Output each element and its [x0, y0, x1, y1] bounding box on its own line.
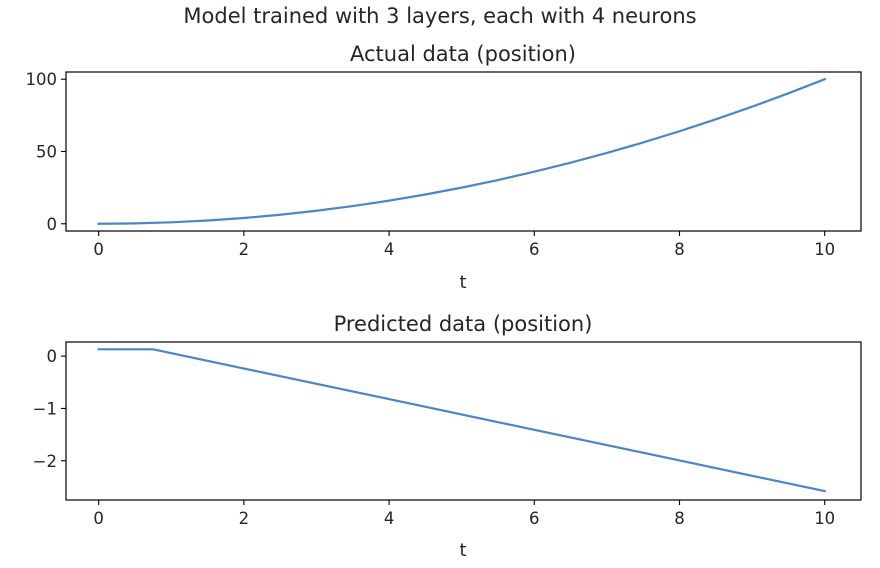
- figure-suptitle: Model trained with 3 layers, each with 4…: [183, 4, 696, 28]
- y-tick-label: −1: [33, 399, 57, 418]
- axes-frame: [65, 71, 862, 232]
- subplot-title: Actual data (position): [350, 42, 576, 66]
- x-tick-label: 4: [384, 509, 395, 528]
- y-tick-label: 50: [36, 143, 57, 162]
- subplot-predicted-data: Predicted data (position) 0 2 4 6 8 10 0 −1 −2 t: [33, 312, 862, 561]
- plot-area: 0 2 4 6 8 10 0 −1 −2: [33, 341, 862, 528]
- x-tick-label: 2: [239, 509, 250, 528]
- series-line-0: [97, 348, 827, 493]
- x-tick-label: 2: [239, 240, 250, 259]
- subplot-title: Predicted data (position): [334, 312, 593, 336]
- axes-frame: [65, 341, 862, 501]
- series-line-0: [97, 77, 827, 225]
- x-axis-label: t: [459, 540, 466, 561]
- y-tick-label: 0: [47, 347, 58, 366]
- x-tick-label: 0: [93, 509, 104, 528]
- x-tick-label: 10: [814, 509, 835, 528]
- x-axis-label: t: [459, 272, 466, 293]
- x-tick-label: 8: [674, 240, 685, 259]
- x-tick-label: 6: [529, 509, 540, 528]
- x-tick-label: 10: [814, 240, 835, 259]
- y-tick-label: 0: [47, 215, 58, 234]
- x-tick-label: 0: [93, 240, 104, 259]
- y-tick-label: −2: [33, 452, 57, 471]
- x-tick-label: 8: [674, 509, 685, 528]
- x-tick-label: 6: [529, 240, 540, 259]
- y-tick-label: 100: [26, 70, 58, 89]
- x-tick-label: 4: [384, 240, 395, 259]
